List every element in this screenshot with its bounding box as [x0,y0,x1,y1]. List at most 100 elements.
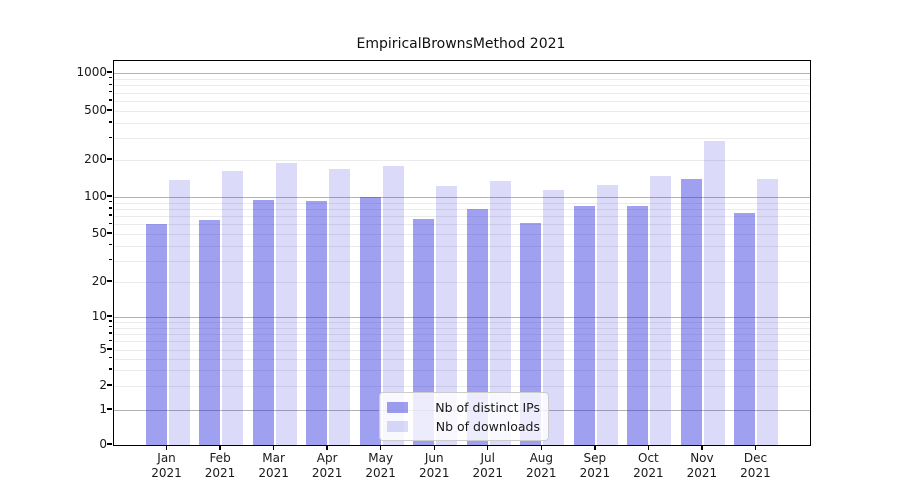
month-label: May [368,451,394,465]
bar-distinct-ips-jan [145,224,167,445]
minor-gridline [114,234,810,235]
plot-area [113,60,811,446]
year-label: 2021 [258,466,289,480]
bar-distinct-ips-may [359,197,381,445]
minor-gridline [114,260,810,262]
y-tick-label: 100 [84,189,107,203]
month-label: Jul [480,451,495,465]
y-minor-tick-mark [109,222,112,224]
bar-distinct-ips-nov [680,179,702,445]
y-tick-mark [107,232,112,234]
legend-item-distinct-ips: Nb of distinct IPs [380,398,548,417]
minor-gridline [114,101,810,102]
y-tick-label: 1000 [76,65,107,79]
x-tick-mark [272,445,275,450]
month-label: Apr [316,451,338,465]
bars-layer [114,61,810,445]
year-label: 2021 [204,466,236,480]
x-tick-mark [487,445,489,450]
month-label: Jan [157,451,176,465]
minor-gridline [114,358,810,360]
bar-distinct-ips-oct [627,206,649,445]
year-label: 2021 [633,466,664,480]
y-tick-label: 2 [99,378,107,392]
x-tick-mark [754,445,757,450]
minor-gridline [114,370,810,372]
year-label: 2021 [472,466,504,480]
y-minor-tick-mark [109,99,112,101]
year-label: 2021 [418,466,450,480]
y-tick-label: 5 [99,342,107,356]
year-label: 2021 [579,466,611,480]
x-tick-mark [326,445,328,450]
bar-downloads-nov [703,141,725,445]
y-minor-tick-mark [109,77,112,79]
y-tick-label: 20 [91,274,107,288]
y-minor-tick-mark [109,357,112,359]
x-tick-mark [701,445,703,450]
y-minor-tick-mark [109,83,112,85]
x-tick-label-apr: Apr 2021 [297,451,357,481]
x-tick-mark [647,445,650,450]
minor-gridline [114,341,810,343]
x-tick-label-nov: Nov 2021 [672,451,732,481]
y-minor-tick-mark [109,243,112,246]
minor-gridline [114,350,810,351]
legend-item-downloads: Nb of downloads [380,417,548,436]
x-tick-mark [540,445,542,450]
legend-swatch-distinct-ips [387,402,408,413]
major-gridline [114,317,810,318]
y-tick-mark [107,195,112,197]
year-label: 2021 [686,466,718,480]
month-label: Aug [529,451,554,465]
y-tick-mark [107,158,112,160]
bar-downloads-apr [329,168,351,445]
y-tick-label: 1 [99,402,107,416]
y-minor-tick-mark [109,368,112,370]
legend-label: Nb of distinct IPs [435,400,540,415]
bar-downloads-sep [596,184,618,445]
legend-swatch-downloads [387,421,408,432]
minor-gridline [114,216,810,218]
x-tick-label-aug: Aug 2021 [511,451,571,481]
bar-downloads-oct [650,176,672,445]
major-gridline [114,73,810,74]
x-tick-mark [219,445,221,450]
minor-gridline [114,224,810,226]
minor-gridline [114,92,810,94]
minor-gridline [114,282,810,283]
y-minor-tick-mark [109,325,112,328]
x-tick-label-oct: Oct 2021 [618,451,678,481]
bar-distinct-ips-mar [252,199,274,445]
chart-title: EmpiricalBrownsMethod 2021 [356,36,566,52]
x-tick-mark [165,445,168,450]
year-label: 2021 [311,466,343,480]
bar-downloads-aug [543,190,565,445]
month-label: Feb [209,451,231,465]
minor-gridline [114,245,810,247]
y-tick-mark [107,443,112,445]
x-tick-label-jun: Jun 2021 [404,451,464,481]
bar-downloads-feb [222,170,244,445]
month-label: Sep [583,451,607,465]
minor-gridline [114,122,810,124]
legend: Nb of distinct IPs Nb of downloads [379,392,549,441]
y-minor-tick-mark [109,200,112,203]
y-tick-label: 50 [91,226,107,240]
major-gridline [114,197,810,198]
bar-downloads-jul [489,180,511,445]
y-tick-mark [107,71,112,73]
gridline-layer [114,61,810,445]
minor-gridline [114,208,810,210]
x-tick-label-mar: Mar 2021 [244,451,304,481]
bar-distinct-ips-jul [466,208,488,445]
month-label: Nov [690,451,714,465]
month-label: Oct [638,451,659,465]
y-tick-mark [107,384,112,386]
minor-gridline [114,78,810,80]
bar-distinct-ips-jun [413,219,435,445]
y-tick-label: 0 [99,437,107,451]
y-tick-mark [107,109,112,111]
y-minor-tick-mark [109,320,112,322]
